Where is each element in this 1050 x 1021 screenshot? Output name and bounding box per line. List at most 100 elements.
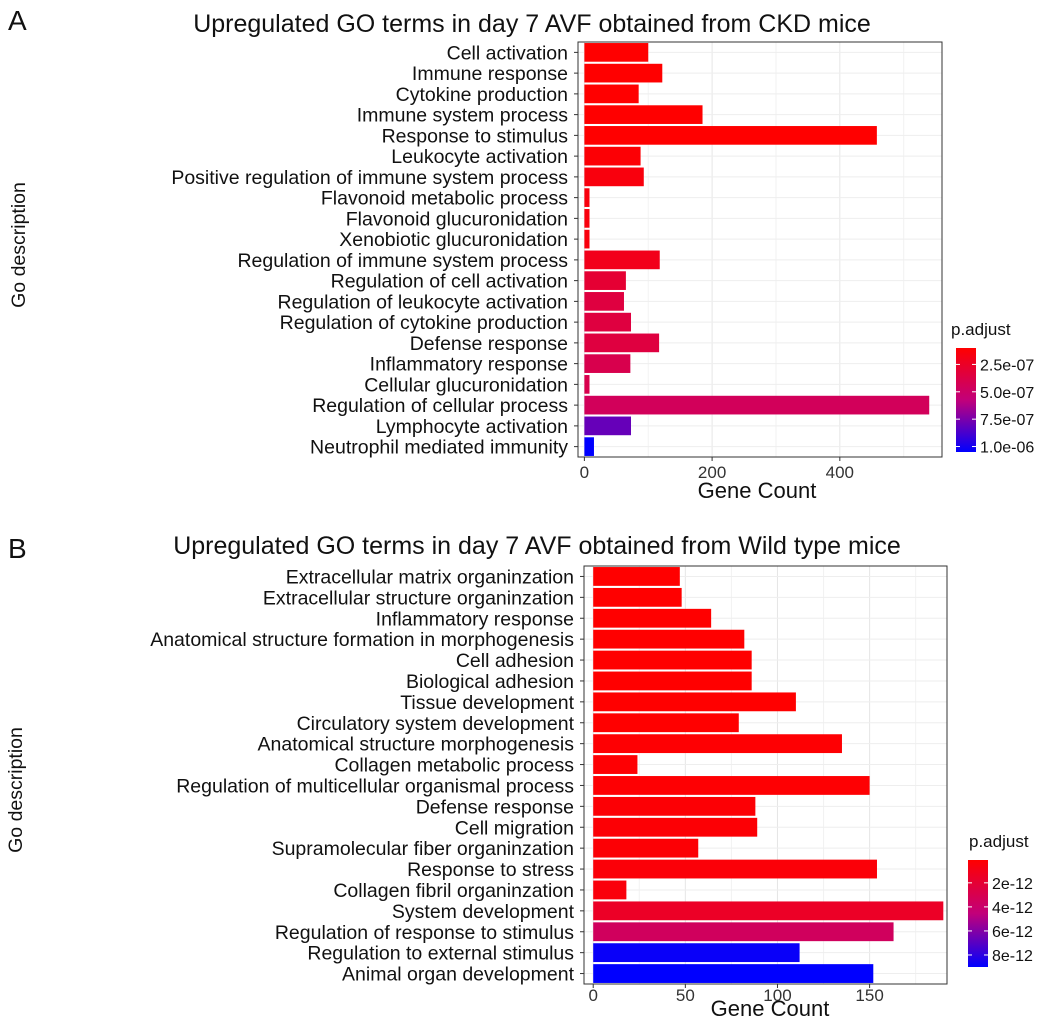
panel-b-title: Upregulated GO terms in day 7 AVF obtain… [173,532,901,560]
b-category-label: Regulation of response to stimulus [275,922,574,944]
a-bar [584,437,594,456]
b-bar [593,629,745,649]
b-legend-tick-label: 2e-12 [992,876,1033,893]
b-category-label: Animal organ development [342,964,575,986]
b-category-label: Inflammatory response [376,608,574,630]
b-bar [593,901,944,921]
panel-a-plot-area [577,41,943,458]
a-bar [584,271,626,290]
a-bar [584,43,649,62]
a-bar [584,375,590,394]
a-bar [584,395,930,415]
b-bar [593,671,752,691]
b-category-label: Tissue development [400,692,574,714]
b-category-label: Collagen metabolic process [334,755,574,777]
panel-b-legend-ticks: 2e-12 4e-12 6e-12 8e-12 [968,876,1033,965]
b-category-label: Regulation of multicellular organismal p… [176,775,574,797]
b-bar [593,776,870,795]
panel-b: B Upregulated GO terms in day 7 AVF obta… [5,532,1033,1021]
b-bar [593,922,894,942]
a-category-label: Regulation of cell activation [331,271,568,293]
panel-a-legend-ticks: 2.5e-07 5.0e-07 7.5e-07 1.0e-06 [956,357,1034,457]
panel-b-letter: B [8,533,27,564]
b-category-label: Extracellular matrix organinzation [286,566,574,588]
a-category-label: Xenobiotic glucuronidation [339,229,568,251]
panel-b-legend-title: p.adjust [969,832,1029,851]
a-legend-tick-label: 2.5e-07 [980,357,1034,374]
a-category-label: Regulation of leukocyte activation [277,291,568,313]
panel-a: A Upregulated GO terms in day 7 AVF obta… [8,5,1034,503]
b-bar [593,880,627,900]
b-bar [593,838,699,858]
b-category-label: Extracellular structure organinzation [263,587,574,609]
panel-b-plot-area [583,565,948,985]
b-category-label: Regulation to external stimulus [307,943,574,965]
panel-a-legend-colorbar [956,348,976,452]
b-category-label: Defense response [416,796,574,818]
a-category-label: Immune response [412,63,568,85]
a-bar [584,188,590,207]
b-category-label: Response to stress [407,859,574,881]
a-category-label: Cytokine production [396,84,568,106]
a-bar [584,250,660,270]
b-bar [593,964,874,983]
a-legend-tick-label: 5.0e-07 [980,385,1034,402]
panel-b-bars [593,567,944,983]
b-legend-tick-label: 4e-12 [992,900,1033,917]
b-x-tick-label: 50 [676,986,695,1005]
panel-b-x-axis-title: Gene Count [711,996,830,1021]
b-category-label: Cell migration [455,817,574,839]
a-category-label: Positive regulation of immune system pro… [171,167,568,189]
a-category-label: Response to stimulus [382,125,569,147]
panel-b-plot-border [583,565,948,985]
b-bar [593,567,680,586]
a-bar [584,312,632,332]
b-category-label: System development [392,901,575,923]
a-category-label: Regulation of immune system process [237,250,568,272]
b-bar [593,650,752,670]
b-bar [593,796,756,816]
a-bar [584,333,660,353]
a-x-tick-label: 200 [698,463,726,482]
a-bar [584,354,631,373]
a-category-label: Immune system process [357,105,569,127]
b-legend-tick-label: 8e-12 [992,948,1033,965]
b-bar [593,734,842,754]
b-bar [593,713,739,733]
a-category-label: Lymphocyte activation [376,416,568,438]
a-category-label: Flavonoid metabolic process [321,188,568,210]
a-category-label: Regulation of cytokine production [280,312,568,334]
panel-a-legend-title: p.adjust [951,320,1011,339]
a-category-label: Cellular glucuronidation [364,374,568,396]
b-category-label: Circulatory system development [297,713,575,735]
b-bar [593,817,758,837]
panel-a-plot-frame [577,41,943,458]
a-category-label: Defense response [410,333,568,355]
panel-a-legend: p.adjust 2.5e-07 5.0e-07 7.5e-07 1.0e-06 [951,320,1034,457]
a-category-label: Cell activation [447,42,568,64]
a-bar [584,84,639,104]
b-bar [593,587,682,607]
b-bar [593,755,638,774]
a-category-label: Inflammatory response [370,354,568,376]
a-bar [584,126,877,145]
b-category-label: Collagen fibril organinzation [333,880,574,902]
b-bar [593,692,796,712]
b-category-label: Anatomical structure morphogenesis [258,734,575,756]
panel-a-x-ticks: 0 200 400 [580,457,854,482]
panel-b-legend: p.adjust 2e-12 4e-12 6e-12 8e-12 [968,832,1033,967]
a-bar [584,416,632,436]
a-bar [584,105,703,124]
b-category-label: Anatomical structure formation in morpho… [150,629,574,651]
a-bar [584,167,644,187]
b-category-label: Biological adhesion [406,671,574,693]
a-bar [584,292,624,311]
b-bar [593,608,712,628]
panel-b-plot-frame [583,565,948,985]
b-category-label: Cell adhesion [456,650,574,672]
a-bar [584,229,590,249]
a-bar [584,63,663,83]
panel-b-x-ticks: 0 50 100 150 [588,984,884,1005]
